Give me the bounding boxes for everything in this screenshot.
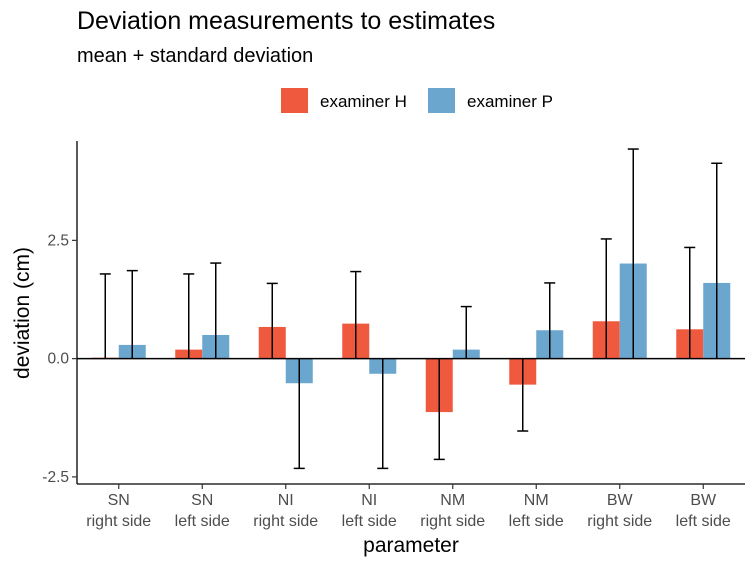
x-tick-label-param: NI <box>361 492 377 509</box>
legend: examiner H examiner P <box>281 88 553 113</box>
x-tick-label-param: NI <box>278 492 294 509</box>
x-tick-label-side: right side <box>86 513 151 530</box>
chart-subtitle: mean + standard deviation <box>77 45 313 67</box>
y-axis-title: deviation (cm) <box>11 247 34 379</box>
legend-label-examiner-h: examiner H <box>320 92 407 111</box>
legend-swatch-examiner-h <box>281 88 308 113</box>
y-tick-label: 2.5 <box>47 232 69 249</box>
x-tick-label-side: left side <box>676 513 731 530</box>
y-tick-label: -2.5 <box>42 469 69 486</box>
x-tick-label-param: BW <box>690 492 717 509</box>
legend-swatch-examiner-p <box>428 88 455 113</box>
plot-area: -2.5 0.0 2.5 SN right side SN left side NI right… <box>42 141 745 530</box>
x-tick-label-side: left side <box>175 513 230 530</box>
x-tick-label-side: right side <box>253 513 318 530</box>
x-tick-label-param: NM <box>440 492 465 509</box>
y-tick-label: 0.0 <box>47 351 69 368</box>
x-axis-title: parameter <box>363 534 459 557</box>
x-tick-label-param: SN <box>108 492 130 509</box>
x-tick-label-side: left side <box>509 513 564 530</box>
x-tick-label-side: right side <box>587 513 652 530</box>
x-tick-label-param: BW <box>607 492 634 509</box>
x-tick-label-side: right side <box>420 513 485 530</box>
x-tick-label-side: left side <box>342 513 397 530</box>
legend-label-examiner-p: examiner P <box>467 92 553 111</box>
x-tick-label-param: NM <box>524 492 549 509</box>
x-tick-label-param: SN <box>191 492 213 509</box>
chart-title: Deviation measurements to estimates <box>77 7 495 35</box>
